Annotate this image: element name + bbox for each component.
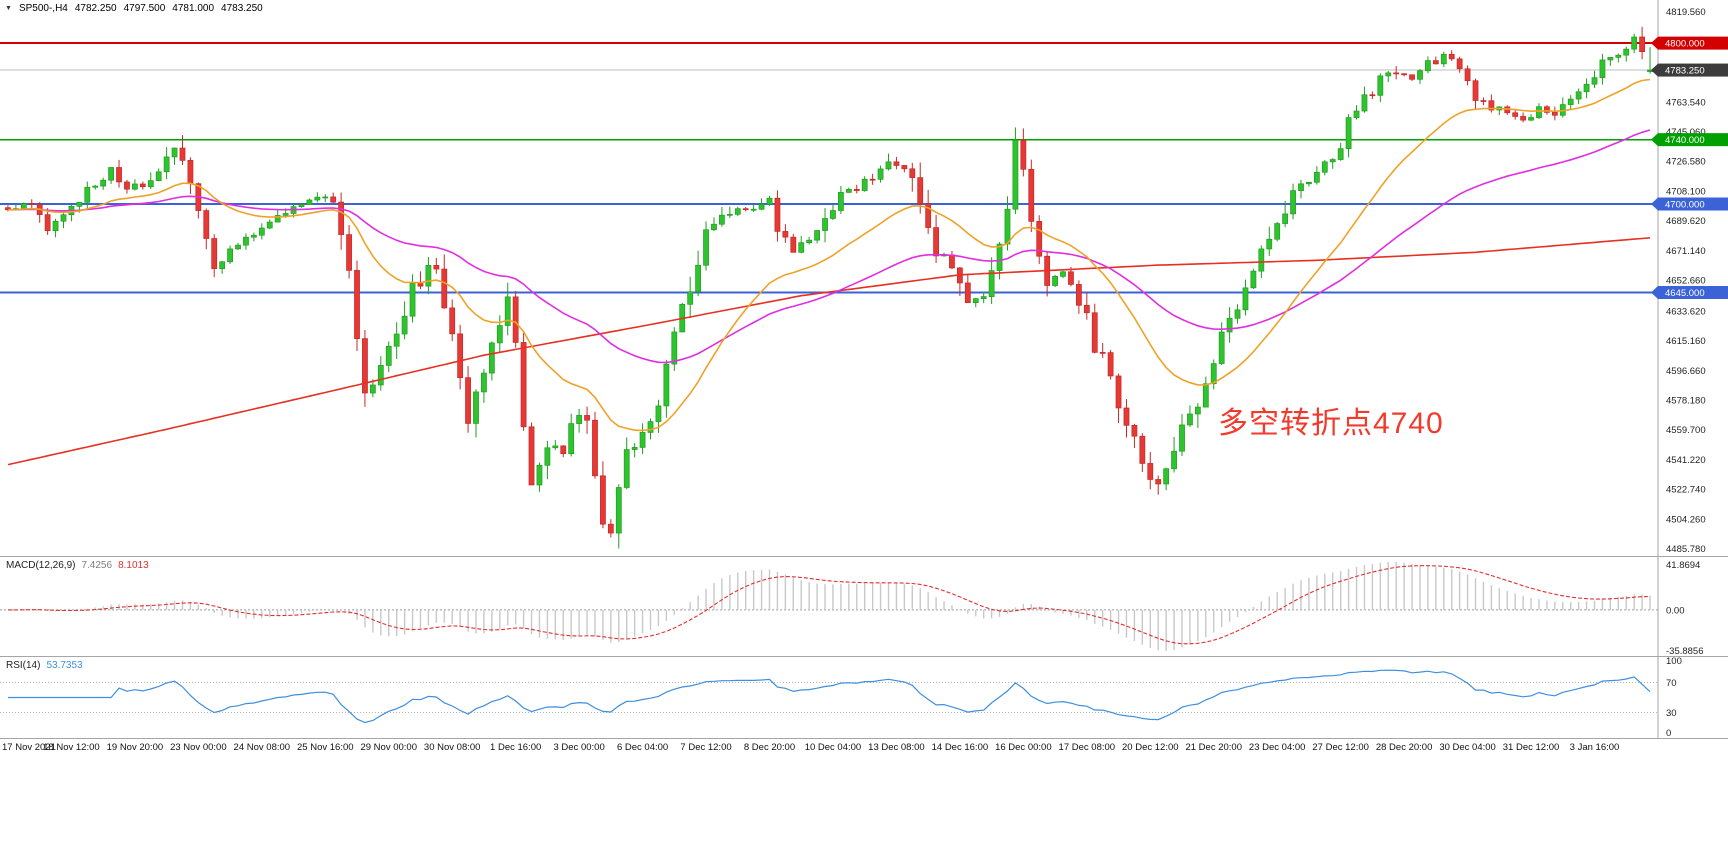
svg-text:-35.8856: -35.8856: [1666, 646, 1704, 657]
time-axis-label: 6 Dec 04:00: [616, 742, 669, 753]
time-axis-label: 23 Nov 00:00: [170, 742, 227, 753]
svg-text:30: 30: [1666, 708, 1677, 719]
time-axis-label: 7 Dec 12:00: [680, 742, 732, 753]
ohlc-low-value: 4781.000: [172, 3, 215, 14]
svg-text:4700.000: 4700.000: [1665, 200, 1705, 211]
svg-text:4819.560: 4819.560: [1666, 7, 1706, 18]
macd-canvas[interactable]: 41.8694 0.00 -35.8856: [0, 557, 1728, 657]
rsi-canvas[interactable]: 100 70 30 0: [0, 657, 1728, 739]
time-axis-label: 10 Dec 04:00: [804, 742, 862, 753]
svg-text:4645.000: 4645.000: [1665, 288, 1705, 299]
time-axis-label: 18 Nov 12:00: [43, 742, 100, 753]
svg-text:4559.700: 4559.700: [1666, 425, 1706, 436]
svg-text:4485.780: 4485.780: [1666, 544, 1706, 555]
trend-annotation-text[interactable]: 多空转折点4740: [1218, 407, 1444, 440]
rsi-indicator-label: RSI(14) 53.7353: [6, 660, 83, 671]
svg-text:4504.260: 4504.260: [1666, 514, 1706, 525]
price-line-label-4740.000: 4740.000: [1651, 133, 1728, 147]
price-line-label-4700.000: 4700.000: [1651, 197, 1728, 211]
svg-text:4800.000: 4800.000: [1665, 39, 1705, 50]
time-axis-label: 20 Dec 12:00: [1122, 742, 1179, 753]
time-axis-label: 14 Dec 16:00: [931, 742, 989, 753]
svg-text:70: 70: [1666, 678, 1677, 689]
rsi-label-text: RSI(14): [6, 660, 41, 671]
ma-fast-line: [7, 78, 1651, 432]
time-axis-label: 25 Nov 16:00: [297, 742, 354, 753]
macd-indicator-label: MACD(12,26,9) 7.4256 8.1013: [6, 560, 149, 571]
ohlc-open-value: 4782.250: [74, 3, 117, 14]
time-axis-label: 3 Jan 16:00: [1569, 742, 1620, 753]
svg-text:0.00: 0.00: [1666, 605, 1685, 616]
time-axis-label: 27 Dec 12:00: [1312, 742, 1369, 753]
time-axis-label: 28 Dec 20:00: [1375, 742, 1433, 753]
macd-histogram: [15, 562, 1651, 651]
svg-text:4708.100: 4708.100: [1666, 186, 1706, 197]
ohlc-close-value: 4783.250: [221, 3, 263, 14]
macd-label-text: MACD(12,26,9): [6, 560, 76, 571]
time-axis-label: 1 Dec 16:00: [490, 742, 542, 753]
svg-text:4541.220: 4541.220: [1666, 455, 1706, 466]
time-axis-label: 21 Dec 20:00: [1185, 742, 1242, 753]
time-axis-label: 13 Dec 08:00: [868, 742, 925, 753]
svg-text:100: 100: [1666, 657, 1682, 667]
svg-text:4596.660: 4596.660: [1666, 366, 1706, 377]
time-axis-label: 16 Dec 00:00: [995, 742, 1052, 753]
time-axis-label: 29 Nov 00:00: [360, 742, 417, 753]
macd-scale[interactable]: 41.8694 0.00 -35.8856: [1666, 560, 1704, 657]
candles-group: [5, 26, 1653, 549]
svg-text:4763.540: 4763.540: [1666, 97, 1706, 108]
price-line-label-4783.250: 4783.250: [1651, 63, 1728, 77]
rsi-scale[interactable]: 100 70 30 0: [1666, 657, 1682, 739]
svg-text:4726.580: 4726.580: [1666, 157, 1706, 168]
time-axis-label: 30 Nov 08:00: [423, 742, 481, 753]
chart-ohlc-info: ▼ SP500-,H4 4782.250 4797.500 4781.000 4…: [5, 3, 263, 14]
svg-text:4578.180: 4578.180: [1666, 396, 1706, 407]
macd-signal-line: [8, 565, 1651, 645]
svg-text:4783.250: 4783.250: [1665, 66, 1705, 77]
ohlc-high-value: 4797.500: [123, 3, 166, 14]
time-axis-label: 8 Dec 20:00: [743, 742, 796, 753]
rsi-line: [8, 669, 1651, 724]
svg-text:4671.140: 4671.140: [1666, 246, 1706, 257]
time-axis-label: 30 Dec 04:00: [1439, 742, 1496, 753]
time-axis-label: 23 Dec 04:00: [1248, 742, 1306, 753]
svg-text:4522.740: 4522.740: [1666, 485, 1706, 496]
svg-text:0: 0: [1666, 728, 1671, 739]
price-scale[interactable]: 4819.560 4763.540 4745.060 4726.580 4708.100…: [1666, 7, 1706, 555]
symbol-timeframe-label: SP500-,H4: [18, 3, 68, 14]
svg-text:4633.620: 4633.620: [1666, 306, 1706, 317]
time-axis-label: 24 Nov 08:00: [233, 742, 291, 753]
svg-text:4615.160: 4615.160: [1666, 336, 1706, 347]
price-line-label-4800.000: 4800.000: [1651, 36, 1728, 50]
time-axis-label: 19 Nov 20:00: [106, 742, 164, 753]
rsi-value: 53.7353: [46, 660, 83, 671]
svg-text:4740.000: 4740.000: [1665, 135, 1705, 146]
time-scale[interactable]: 17 Nov 2021 18 Nov 12:00 19 Nov 20:00 23 No…: [0, 739, 1658, 759]
time-axis-label: 3 Dec 00:00: [553, 742, 605, 753]
price-chart-canvas[interactable]: 4819.560 4763.540 4745.060 4726.580 4708.100…: [0, 0, 1728, 557]
time-axis-label: 17 Dec 08:00: [1058, 742, 1116, 753]
svg-text:41.8694: 41.8694: [1666, 560, 1700, 571]
collapse-chart-icon[interactable]: ▼: [5, 5, 12, 12]
svg-text:4689.620: 4689.620: [1666, 216, 1706, 227]
ma-slow-line: [7, 237, 1651, 466]
time-axis-label: 17 Nov 2021: [2, 742, 56, 753]
svg-text:4652.660: 4652.660: [1666, 276, 1706, 287]
svg-text:4745.060: 4745.060: [1666, 127, 1706, 138]
ma-medium-line: [7, 129, 1651, 364]
macd-signal-value: 8.1013: [118, 560, 149, 571]
time-axis-label: 31 Dec 12:00: [1502, 742, 1560, 753]
macd-main-value: 7.4256: [81, 560, 113, 571]
price-line-label-4645.000: 4645.000: [1651, 285, 1728, 299]
